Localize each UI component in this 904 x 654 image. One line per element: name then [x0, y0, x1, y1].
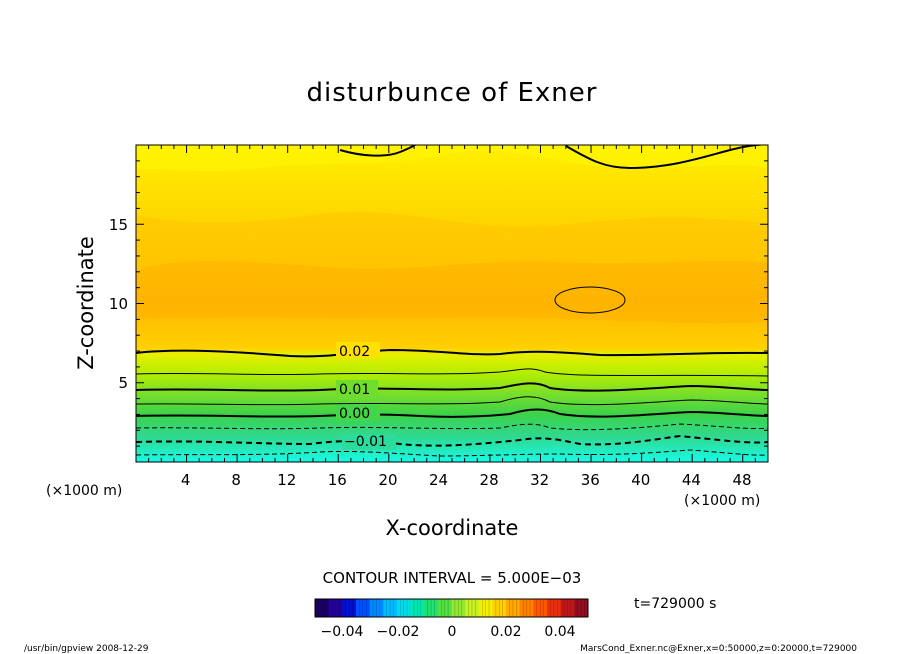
contour-label-001: 0.01	[339, 382, 370, 398]
contour-labels: 0.02 0.01 0.00 −0.01	[336, 342, 396, 450]
colorbar-swatch	[342, 599, 357, 617]
contour-field	[136, 145, 768, 462]
contour-label-neg001: −0.01	[344, 434, 387, 450]
contour-neg0005	[136, 423, 768, 431]
x-tick-label: 8	[231, 471, 241, 489]
colorbar-swatch	[355, 599, 371, 617]
contour-neg001	[136, 434, 768, 447]
x-tick-label: 48	[732, 471, 751, 489]
contour-closed	[554, 286, 626, 314]
colorbar-swatch	[328, 599, 343, 617]
colorbar-swatch	[437, 599, 452, 617]
contour-label-bg-3	[342, 434, 396, 450]
x-tick-labels: 4 8 12 16 20 24 28 32 36 40 44 48	[181, 471, 752, 489]
colorbar-swatch	[396, 599, 412, 617]
footer-right: MarsCond_Exner.nc@Exner,x=0:50000,z=0:20…	[580, 644, 857, 654]
colorbar-swatch	[424, 599, 439, 617]
axis-ticks	[136, 145, 768, 462]
y-axis-title: Z-coordinate	[74, 236, 98, 370]
colorbar-swatch	[560, 599, 575, 617]
colorbar	[315, 599, 589, 617]
colorbar-swatch	[506, 599, 521, 617]
contour-interval: CONTOUR INTERVAL = 5.000E−03	[323, 569, 582, 587]
contour-0005	[136, 396, 768, 406]
colorbar-tick-label: 0	[448, 624, 457, 640]
orange-band	[136, 260, 768, 324]
contour-neg0015	[136, 449, 768, 457]
colorbar-tick-label: 0.02	[490, 624, 521, 640]
contour-label-bg-2	[336, 405, 380, 421]
contour-000	[136, 408, 768, 418]
contour-label-002: 0.02	[339, 344, 370, 360]
colorbar-swatch	[492, 599, 507, 617]
x-tick-label: 20	[378, 471, 397, 489]
y-unit-label: (×1000 m)	[46, 483, 122, 499]
y-tick-label: 10	[109, 295, 128, 313]
x-axis-title: X-coordinate	[386, 516, 519, 540]
colorbar-tick-labels: −0.04 −0.02 0 0.02 0.04	[321, 624, 576, 640]
chart-title: disturbunce of Exner	[307, 78, 598, 108]
contour-top-2	[565, 145, 768, 170]
time-label: t=729000 s	[634, 596, 716, 612]
x-tick-label: 36	[581, 471, 600, 489]
x-tick-label: 4	[181, 471, 191, 489]
colorbar-swatch	[547, 599, 562, 617]
colorbar-tick-label: −0.04	[321, 624, 364, 640]
contour-0015	[136, 368, 768, 377]
colorbar-swatch	[574, 599, 589, 617]
colorbar-swatch	[383, 599, 398, 617]
colorbar-swatch	[533, 599, 548, 617]
contour-label-bg-1	[336, 380, 378, 396]
colorbar-tick-label: 0.04	[544, 624, 575, 640]
y-tick-labels: 5 10 15	[109, 216, 128, 392]
colorbar-swatch	[410, 599, 425, 617]
top-band	[136, 145, 768, 172]
x-tick-label: 16	[328, 471, 347, 489]
x-tick-label: 24	[429, 471, 448, 489]
upper-band	[136, 211, 768, 270]
contour-002	[136, 348, 768, 358]
contour-001	[136, 382, 768, 392]
footer-left: /usr/bin/gpview 2008-12-29	[24, 644, 149, 654]
x-tick-label: 44	[682, 471, 701, 489]
contour-label-000: 0.00	[339, 406, 370, 422]
x-tick-label: 32	[530, 471, 549, 489]
x-tick-label: 40	[631, 471, 650, 489]
colorbar-swatch	[519, 599, 534, 617]
colorbar-tick-label: −0.02	[377, 624, 420, 640]
y-tick-label: 5	[118, 374, 128, 392]
colorbar-swatch	[478, 599, 493, 617]
colorbar-swatch	[369, 599, 384, 617]
y-tick-label: 15	[109, 216, 128, 234]
contour-label-bg-0	[336, 342, 380, 358]
colorbar-swatch	[315, 599, 330, 617]
colorbar-swatch	[465, 599, 480, 617]
x-tick-label: 28	[480, 471, 499, 489]
x-unit-label: (×1000 m)	[684, 493, 760, 509]
colorbar-frame	[314, 598, 589, 618]
colorbar-swatch	[451, 599, 466, 617]
x-tick-label: 12	[277, 471, 296, 489]
